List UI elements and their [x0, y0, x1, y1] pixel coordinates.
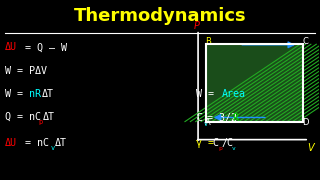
Text: Area: Area	[222, 89, 246, 98]
Text: A: A	[205, 118, 211, 127]
Text: W = PΔV: W = PΔV	[4, 66, 47, 75]
Text: ΔT: ΔT	[43, 112, 55, 122]
Bar	[206, 44, 303, 122]
Text: Q = nC: Q = nC	[4, 112, 41, 122]
Text: v: v	[50, 145, 54, 152]
Text: /C: /C	[221, 138, 233, 148]
Text: W =: W =	[196, 89, 220, 98]
Text: v: v	[204, 121, 208, 127]
Text: R: R	[232, 113, 238, 123]
Text: γ =: γ =	[196, 138, 214, 148]
Text: ΔT: ΔT	[54, 138, 66, 148]
Text: ΔU: ΔU	[4, 42, 17, 52]
Text: C: C	[196, 113, 203, 123]
Text: D: D	[302, 118, 308, 127]
Text: V: V	[308, 143, 314, 153]
Text: W =: W =	[4, 89, 28, 98]
Text: C: C	[212, 138, 218, 148]
Text: ΔU: ΔU	[4, 138, 17, 148]
Text: = Q – W: = Q – W	[25, 42, 67, 52]
Text: nR: nR	[29, 89, 41, 98]
Bar	[206, 44, 303, 122]
Text: P: P	[193, 21, 199, 31]
Text: = 3/2: = 3/2	[207, 113, 237, 123]
Text: ΔT: ΔT	[42, 89, 54, 98]
Text: p: p	[219, 146, 222, 151]
Text: Thermodynamics: Thermodynamics	[74, 7, 246, 25]
Text: C: C	[302, 37, 308, 46]
Text: = nC: = nC	[25, 138, 49, 148]
Text: B: B	[205, 37, 211, 46]
Text: p: p	[38, 119, 43, 125]
Text: v: v	[232, 146, 236, 151]
